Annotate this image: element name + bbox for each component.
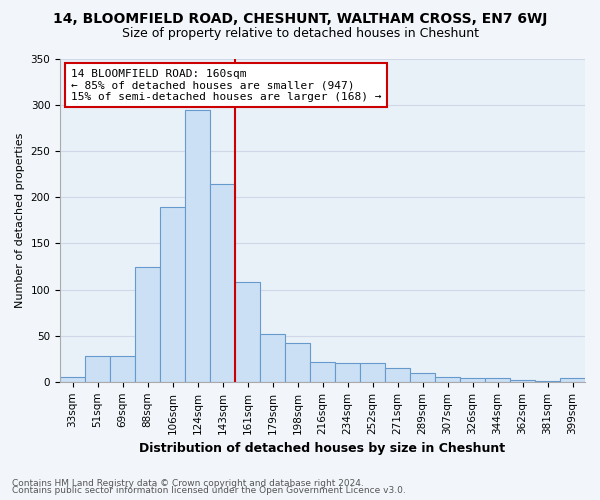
Bar (60, 377, 85, 382)
Bar (110, 356, 135, 382)
Bar (485, 378, 510, 382)
Bar (135, 266, 160, 382)
Bar (560, 378, 585, 382)
Bar (360, 364, 385, 382)
Bar (260, 334, 285, 382)
Bar (410, 372, 435, 382)
Bar (510, 380, 535, 382)
Bar (435, 377, 460, 382)
Text: 14, BLOOMFIELD ROAD, CHESHUNT, WALTHAM CROSS, EN7 6WJ: 14, BLOOMFIELD ROAD, CHESHUNT, WALTHAM C… (53, 12, 547, 26)
Bar (385, 368, 410, 382)
Bar (535, 381, 560, 382)
Bar (160, 206, 185, 382)
Bar (285, 343, 310, 382)
Bar (235, 282, 260, 382)
Text: 14 BLOOMFIELD ROAD: 160sqm
← 85% of detached houses are smaller (947)
15% of sem: 14 BLOOMFIELD ROAD: 160sqm ← 85% of deta… (71, 68, 381, 102)
Y-axis label: Number of detached properties: Number of detached properties (15, 132, 25, 308)
Bar (460, 378, 485, 382)
X-axis label: Distribution of detached houses by size in Cheshunt: Distribution of detached houses by size … (139, 442, 506, 455)
Text: Contains public sector information licensed under the Open Government Licence v3: Contains public sector information licen… (12, 486, 406, 495)
Bar (85, 356, 110, 382)
Bar (185, 110, 210, 382)
Text: Size of property relative to detached houses in Cheshunt: Size of property relative to detached ho… (121, 28, 479, 40)
Text: Contains HM Land Registry data © Crown copyright and database right 2024.: Contains HM Land Registry data © Crown c… (12, 478, 364, 488)
Bar (210, 184, 235, 382)
Bar (335, 364, 360, 382)
Bar (310, 362, 335, 382)
